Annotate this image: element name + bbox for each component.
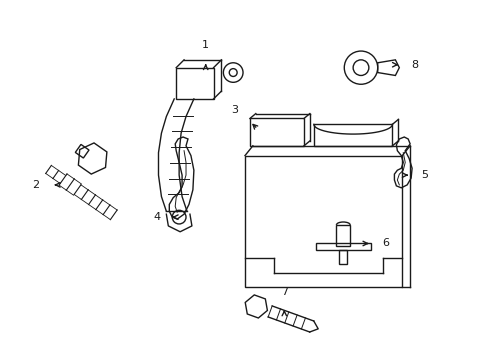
Bar (316, 243, 371, 250)
Text: 5: 5 (421, 170, 428, 180)
Text: 4: 4 (153, 212, 160, 222)
Text: 1: 1 (202, 40, 209, 50)
Bar (340, 250, 347, 264)
Bar (245, 156, 402, 287)
Text: 8: 8 (412, 60, 418, 70)
Bar (314, 124, 392, 146)
Text: 7: 7 (281, 287, 288, 297)
Text: 2: 2 (32, 180, 39, 190)
Text: 3: 3 (232, 105, 239, 115)
Bar (337, 225, 350, 247)
Bar (250, 118, 304, 146)
Text: 6: 6 (382, 238, 389, 248)
Bar (176, 68, 214, 99)
